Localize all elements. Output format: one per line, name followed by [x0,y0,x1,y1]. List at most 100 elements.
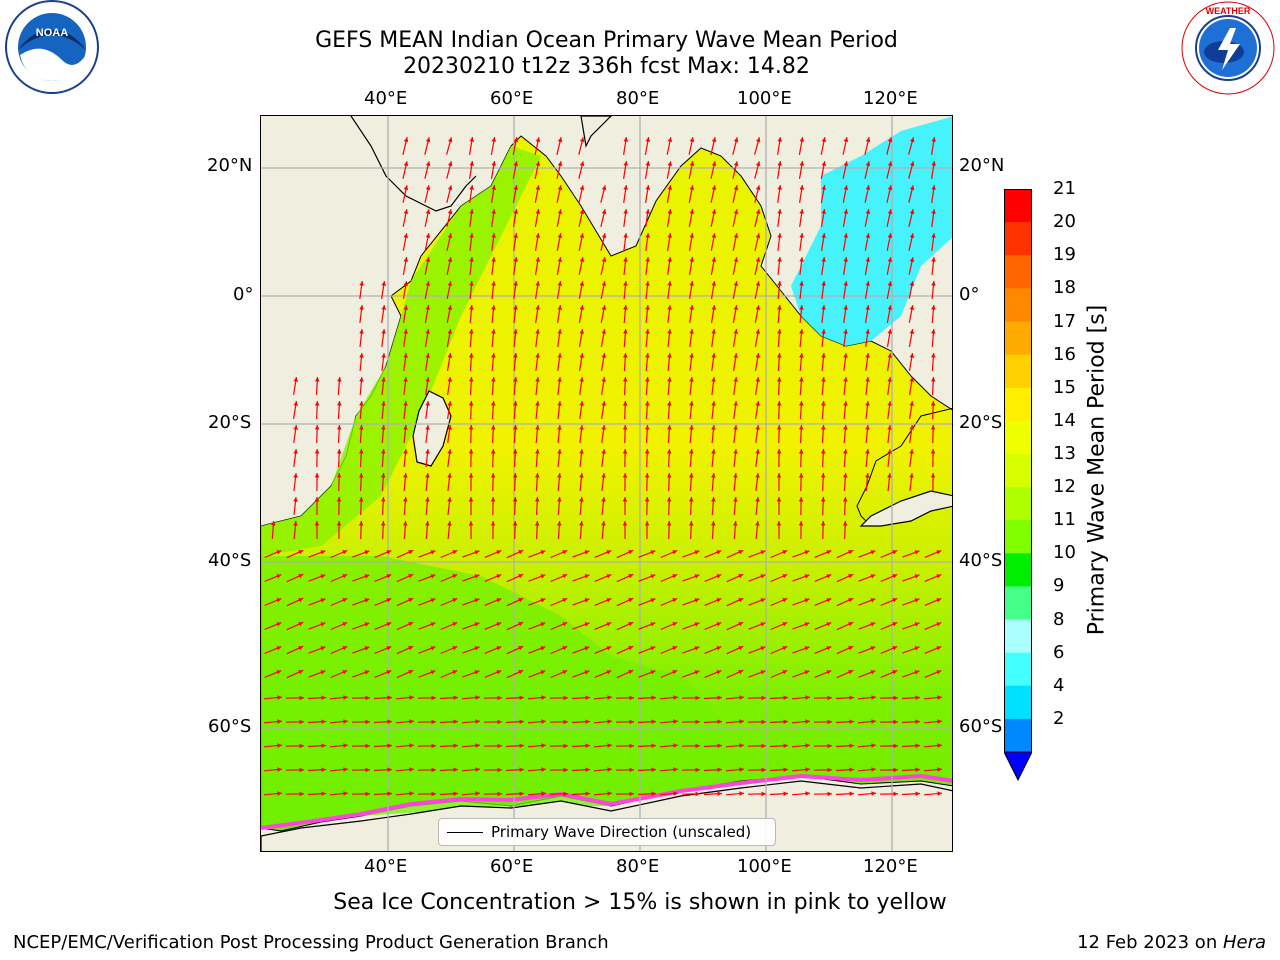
wave-arrow-head [694,574,700,579]
wave-arrow-head [299,791,304,797]
wave-arrow-head [716,574,722,579]
wave-arrow-head [557,233,563,238]
wave-arrow-head [892,622,898,627]
wave-arrow-head [865,137,871,143]
wave-arrow-head [534,521,540,526]
wave-arrow-head [651,719,656,724]
wave-arrow-head [623,233,628,238]
wave-arrow-head [695,695,700,701]
wave-arrow-head [783,695,788,700]
wave-arrow-head [827,695,832,701]
wave-arrow-head [276,574,282,579]
wave-arrow-head [535,401,540,406]
wave-arrow-head [563,767,568,773]
wave-arrow-head [513,305,518,310]
wave-arrow-head [914,646,920,651]
wave-arrow-head [799,185,804,190]
wave-arrow-head [364,550,370,555]
wave-arrow-head [821,377,826,382]
wave-arrow-head [733,521,738,526]
wave-arrow-head [298,598,304,603]
wave-arrow-head [541,695,546,700]
wave-arrow-head [865,401,870,406]
wave-arrow-head [799,353,804,358]
map-canvas [261,116,952,851]
wave-arrow-head [540,622,546,627]
wave-arrow-head [337,401,342,406]
wave-arrow-head [776,425,782,430]
colorbar-tick-label: 21 [1053,178,1076,199]
noaa-logo: NOAA [2,0,102,100]
wave-arrow-head [557,257,562,262]
wave-arrow-head [892,598,898,603]
wave-arrow-head [431,767,436,773]
wave-arrow-head [777,329,782,334]
wave-arrow-head [579,185,585,191]
lon-label-top-60e: 60°E [490,88,534,109]
wave-arrow-head [513,425,518,430]
wave-arrow-head [782,622,788,627]
wave-arrow-head [409,695,414,700]
wave-arrow-head [865,425,870,430]
wave-arrow-head [425,161,431,167]
wave-arrow-head [364,646,370,651]
wave-arrow-head [711,137,717,143]
wave-arrow-head [491,353,496,358]
wave-arrow-head [425,425,430,430]
wave-arrow-head [491,233,496,238]
wave-arrow-head [717,695,722,700]
wave-arrow-head [871,791,876,796]
wave-arrow-head [601,449,606,454]
wave-arrow-head [475,791,480,796]
wave-arrow-head [821,161,827,166]
wave-arrow-head [513,137,519,142]
wave-arrow-head [689,161,695,166]
colorbar-segment [1004,718,1032,753]
wave-arrow-head [403,401,408,406]
wave-arrow-head [909,257,915,262]
wave-arrow-head [336,449,342,454]
wave-arrow-head [540,598,546,603]
wave-arrow-head [601,281,607,286]
wave-arrow-head [783,719,788,724]
colorbar-tick-label: 9 [1053,575,1065,597]
wave-arrow-head [540,574,546,579]
wave-arrow-head [299,719,304,725]
wave-arrow-head [909,305,915,310]
wave-arrow-head [887,305,892,310]
lon-label-top-120e: 120°E [863,88,918,109]
wave-arrow-head [711,401,716,406]
wave-arrow-head [628,646,634,651]
wave-arrow-head [336,521,342,526]
wave-arrow-head [606,622,612,627]
wave-arrow-head [342,670,348,675]
colorbar-segment [1004,321,1032,356]
wave-arrow-head [892,646,898,651]
wave-arrow-head [447,305,453,310]
wave-arrow-head [557,377,562,382]
wave-arrow-head [430,598,436,603]
wave-arrow-head [821,425,826,430]
wave-arrow-head [843,353,848,358]
wave-arrow-head [667,233,672,238]
wave-arrow-head [381,353,386,358]
wave-arrow-head [777,233,782,238]
wave-arrow-head [293,425,298,430]
wave-arrow-head [343,695,348,700]
colorbar-segment [1004,652,1032,687]
wave-arrow-head [733,281,739,286]
wave-arrow-head [849,743,854,748]
wave-arrow-head [381,497,386,502]
wave-arrow-head [452,670,458,675]
colorbar-segment [1004,619,1032,654]
footer-date-text: 12 Feb 2023 on [1077,932,1223,953]
wave-arrow-head [738,574,744,579]
wave-arrow-head [425,233,431,238]
wave-arrow-head [601,329,607,334]
wave-arrow-head [601,233,607,239]
colorbar-tick-label: 8 [1053,608,1065,630]
wave-arrow-head [475,695,480,700]
wave-arrow-head [622,497,628,502]
wave-arrow-head [468,497,474,502]
wave-arrow-head [381,305,386,310]
